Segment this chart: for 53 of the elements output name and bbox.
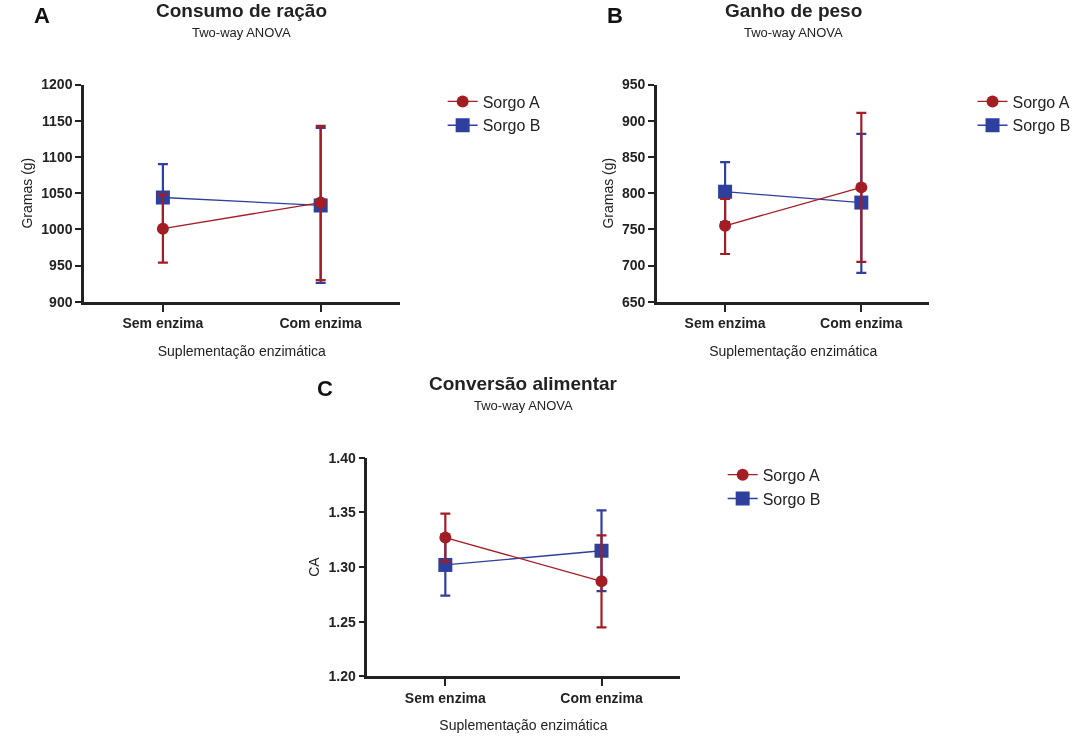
y-tick-label: 1200 bbox=[41, 76, 73, 93]
x-axis-title: Suplementação enzimática bbox=[439, 717, 608, 734]
y-axis-title: CA bbox=[306, 556, 323, 577]
x-tick-label: Com enzima bbox=[279, 315, 363, 332]
y-tick-label: 1.30 bbox=[328, 559, 356, 576]
legend-label: Sorgo A bbox=[762, 466, 820, 484]
x-axis-title: Suplementação enzimática bbox=[709, 342, 878, 359]
y-tick-label: 1.40 bbox=[328, 449, 356, 466]
y-tick-label: 1.25 bbox=[328, 613, 356, 630]
legend-label: Sorgo A bbox=[1012, 93, 1070, 111]
y-tick-label: 950 bbox=[622, 76, 646, 93]
y-tick-label: 700 bbox=[622, 257, 646, 274]
chart-title: Consumo de ração bbox=[156, 0, 328, 21]
y-tick-label: 1050 bbox=[41, 185, 73, 202]
y-tick-label: 900 bbox=[49, 293, 73, 310]
y-tick-label: 1.35 bbox=[328, 504, 356, 521]
y-tick-label: 1150 bbox=[42, 112, 73, 129]
point bbox=[439, 531, 452, 544]
y-tick-label: 800 bbox=[622, 185, 646, 202]
y-tick-label: 850 bbox=[622, 148, 646, 165]
chart-subtitle: Two-way ANOVA bbox=[474, 398, 574, 413]
y-tick-label: 750 bbox=[622, 221, 646, 238]
point bbox=[156, 222, 169, 235]
y-tick-label: 1.20 bbox=[328, 668, 356, 685]
x-tick-label: Com enzima bbox=[820, 315, 903, 332]
x-axis-title: Suplementação enzimática bbox=[157, 342, 327, 359]
y-tick-label: 950 bbox=[49, 257, 73, 274]
point bbox=[595, 575, 608, 588]
y-axis-title: Gramas (g) bbox=[599, 157, 616, 229]
y-tick-label: 1100 bbox=[42, 148, 73, 165]
legend-label: Sorgo B bbox=[482, 117, 541, 135]
chart-title: Ganho de peso bbox=[725, 0, 863, 21]
x-tick-label: Sem enzima bbox=[684, 315, 766, 332]
y-tick-label: 650 bbox=[622, 293, 646, 310]
chart-title: Conversão alimentar bbox=[429, 373, 618, 394]
point bbox=[719, 219, 732, 232]
legend-label: Sorgo B bbox=[1012, 117, 1071, 135]
x-tick-label: Sem enzima bbox=[404, 690, 487, 707]
chart-subtitle: Two-way ANOVA bbox=[744, 25, 844, 40]
legend-label: Sorgo A bbox=[482, 93, 540, 111]
text: B bbox=[607, 3, 623, 28]
chart-subtitle: Two-way ANOVA bbox=[192, 25, 292, 40]
y-axis-title: Gramas (g) bbox=[18, 157, 35, 229]
point bbox=[855, 181, 868, 194]
y-tick-label: 900 bbox=[622, 112, 646, 129]
point bbox=[314, 196, 327, 209]
text: A bbox=[34, 3, 50, 28]
text: C bbox=[317, 376, 333, 401]
x-tick-label: Com enzima bbox=[560, 690, 643, 707]
x-tick-label: Sem enzima bbox=[122, 315, 204, 332]
legend-label: Sorgo B bbox=[762, 490, 821, 508]
y-tick-label: 1000 bbox=[41, 221, 73, 238]
point bbox=[718, 184, 733, 199]
